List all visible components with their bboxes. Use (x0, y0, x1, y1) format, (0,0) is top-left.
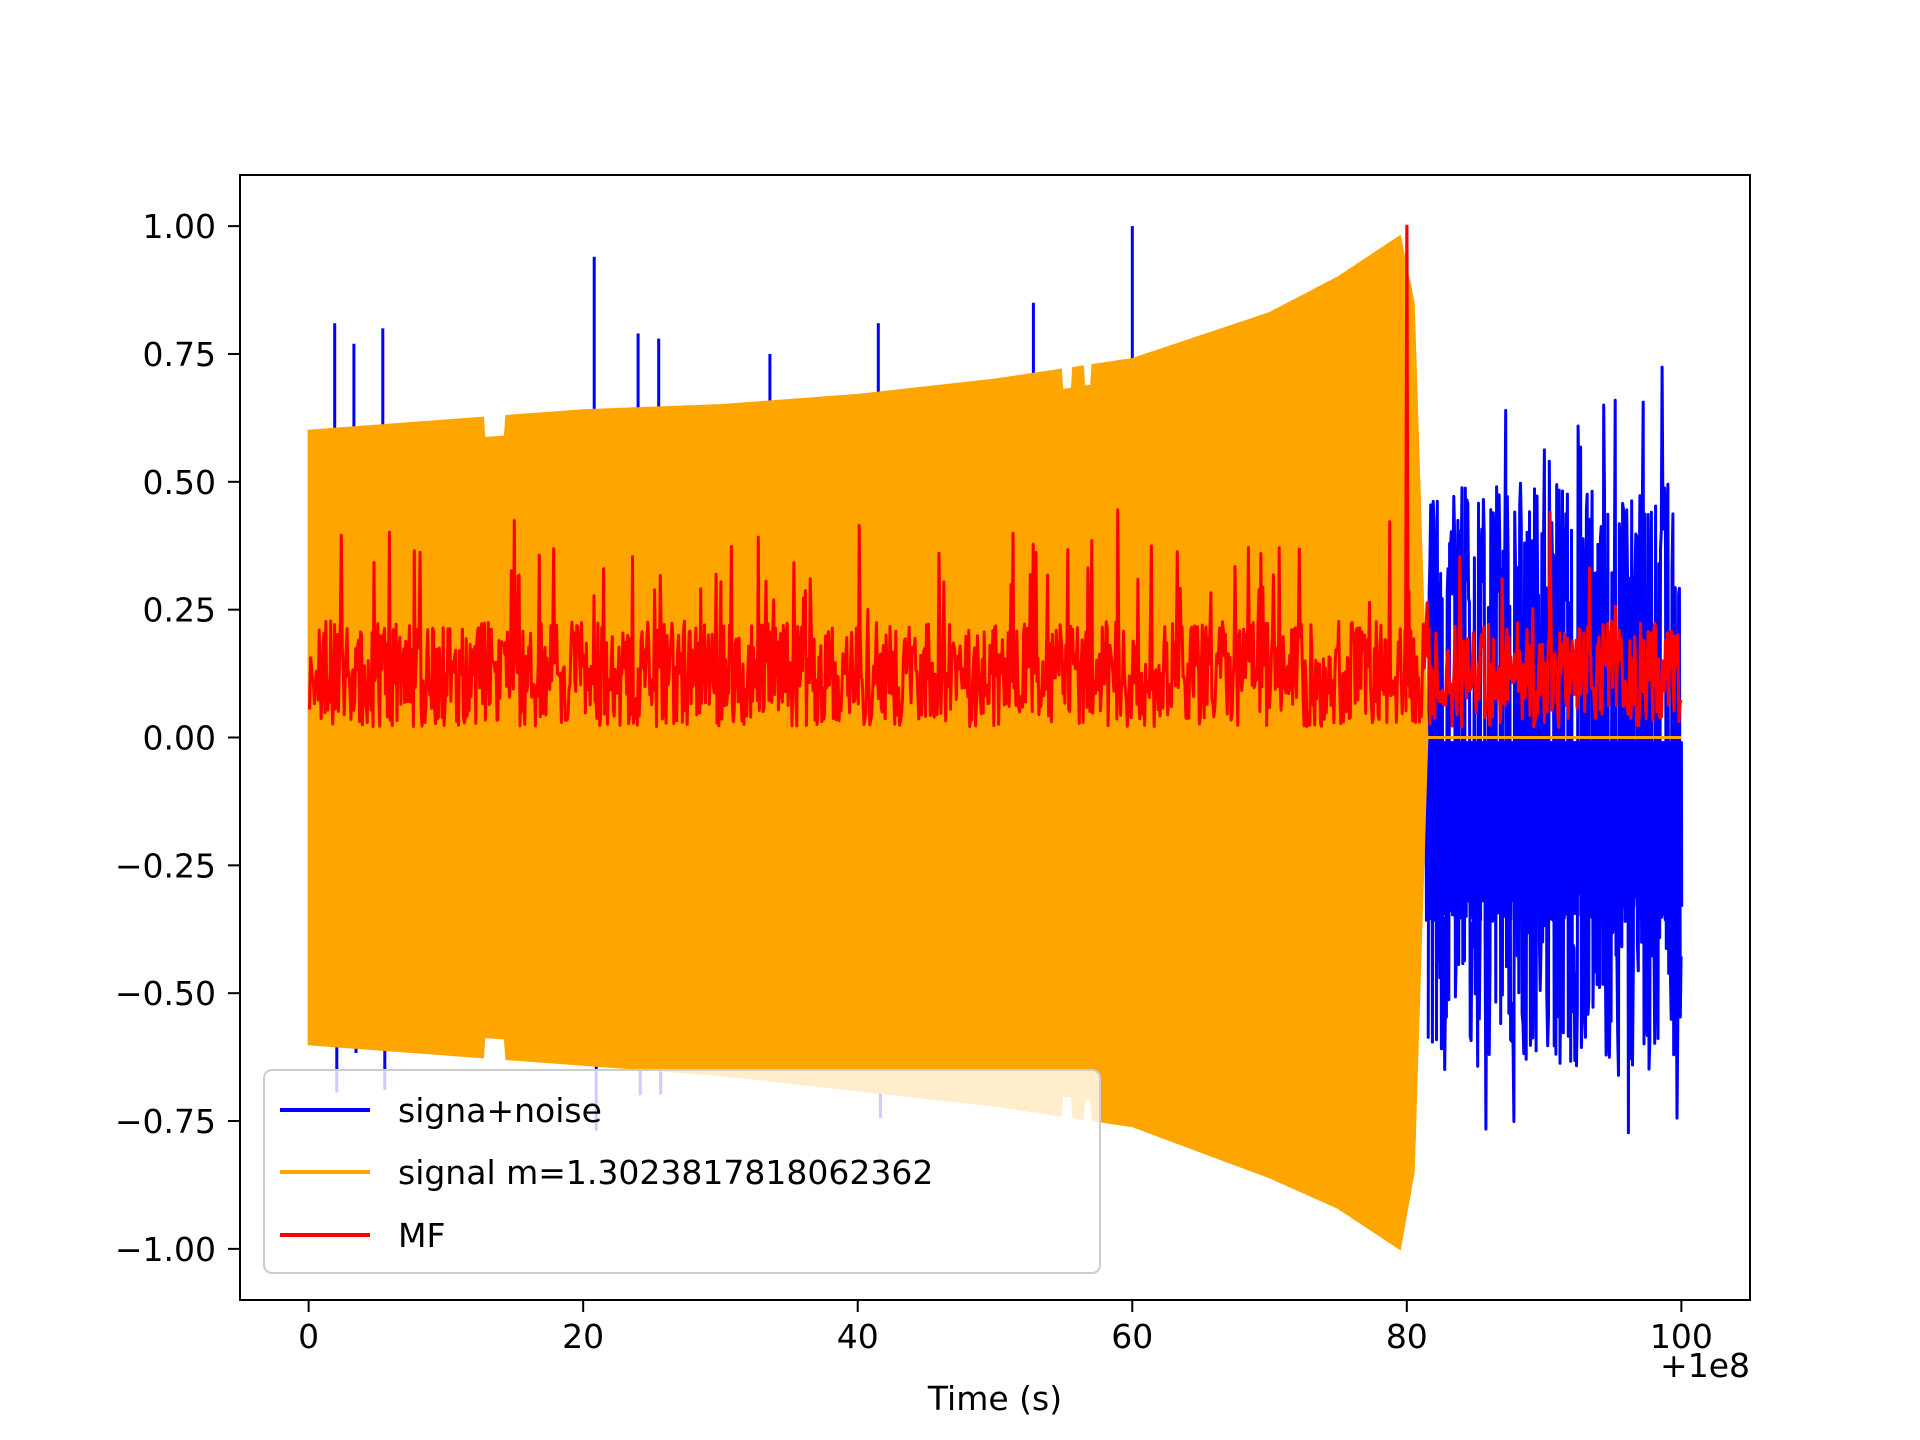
y-tick-label: −1.00 (115, 1230, 216, 1269)
legend-label-signal: signal m=1.3023817818062362 (398, 1153, 933, 1192)
x-tick-label: 60 (1111, 1317, 1153, 1356)
series-line-mf (307, 224, 1683, 729)
legend-label-signal-noise: signa+noise (398, 1091, 602, 1130)
y-axis: 1.00 0.75 0.50 0.25 0.00 −0.25 −0.50 −0.75 −1.00 (115, 207, 240, 1269)
y-tick-label: 0.25 (143, 591, 216, 630)
x-axis-offset-label: +1e8 (1660, 1346, 1750, 1385)
legend-label-mf: MF (398, 1216, 445, 1255)
x-tick-label: 80 (1386, 1317, 1428, 1356)
y-tick-label: −0.25 (115, 846, 216, 885)
legend: signa+noise signal m=1.3023817818062362 … (263, 1069, 1101, 1274)
x-axis-label: Time (s) (927, 1379, 1062, 1418)
y-tick-label: 0.75 (143, 335, 216, 374)
x-tick-label: 100 (1650, 1317, 1713, 1356)
y-tick-label: −0.50 (115, 974, 216, 1013)
plot-area (307, 224, 1684, 1251)
y-tick-label: 1.00 (143, 207, 216, 246)
y-tick-label: 0.00 (143, 719, 216, 758)
x-tick-label: 40 (837, 1317, 879, 1356)
y-tick-label: −0.75 (115, 1102, 216, 1141)
x-axis: 0 20 40 60 80 100 (298, 1300, 1713, 1356)
legend-box (263, 1069, 1101, 1274)
x-tick-label: 20 (562, 1317, 604, 1356)
y-tick-label: 0.50 (143, 463, 216, 502)
x-tick-label: 0 (298, 1317, 319, 1356)
